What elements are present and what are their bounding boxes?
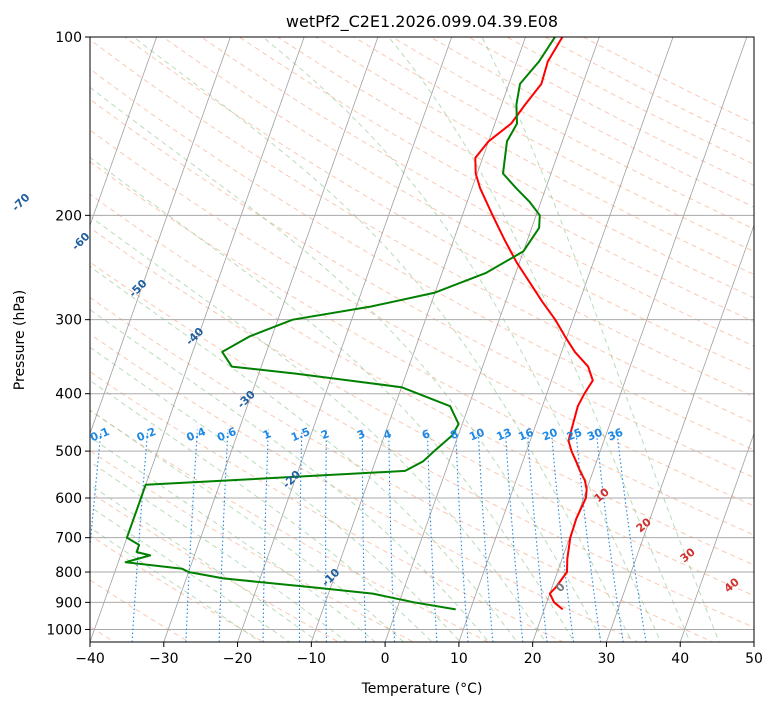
mixing-ratio-line [325, 429, 328, 642]
dry-adiabat [200, 37, 754, 347]
mixing-ratio-line [526, 429, 548, 642]
mixing-ratio-line [185, 429, 198, 642]
y-tick-label: 100 [55, 30, 82, 46]
profile-series [124, 37, 594, 611]
mixing-ratio-label: 8 [448, 427, 460, 442]
x-tick-label: −30 [149, 651, 179, 667]
dry-adiabat [90, 333, 640, 642]
x-tick-label: −20 [223, 651, 253, 667]
mixing-ratio-label: 10 [467, 426, 486, 444]
moist-adiabat [90, 505, 291, 642]
dry-adiabat [90, 98, 754, 479]
isotherm [384, 37, 600, 642]
mixing-ratio-label: 2 [319, 427, 331, 442]
dry-adiabat [90, 161, 754, 536]
y-tick-label: 400 [55, 387, 82, 403]
dry-adiabat [277, 37, 754, 299]
dewpoint-line [124, 37, 556, 611]
dry-adiabat [90, 296, 714, 642]
x-axis: −40 −30 −20 −10 0 10 20 30 40 50 [75, 642, 763, 667]
isotherm [90, 37, 231, 435]
isotherm [0, 37, 9, 654]
plot-frame [89, 36, 755, 643]
mixing-ratio-line [477, 429, 494, 642]
isotherm-label: -70 [9, 191, 32, 214]
isotherm [90, 37, 157, 227]
moist-adiabat [481, 37, 720, 642]
isotherm-label: -60 [69, 230, 92, 253]
x-tick-label: 10 [450, 651, 468, 667]
y-axis: 100 200 300 400 500 600 700 800 900 1000 [46, 30, 90, 638]
mixing-ratio-line [218, 429, 229, 642]
isotherm [679, 432, 754, 642]
x-axis-label: Temperature (°C) [361, 681, 483, 697]
x-tick-label: −10 [297, 651, 327, 667]
isotherm [532, 37, 748, 642]
isotherm [90, 37, 305, 642]
y-axis-label: Pressure (hPa) [12, 290, 28, 390]
y-tick-label: 300 [55, 313, 82, 329]
mixing-ratio-line [550, 429, 575, 642]
mixing-ratio-line [616, 429, 647, 642]
mixing-ratio-line [388, 429, 396, 642]
isotherm [237, 37, 453, 642]
dry-adiabat [90, 39, 754, 424]
mixing-ratio-label: 20 [540, 426, 559, 444]
isotherm [163, 37, 379, 642]
moist-adiabat [90, 346, 461, 642]
mixing-ratio-line [131, 429, 149, 642]
y-tick-label: 900 [55, 595, 82, 611]
x-tick-label: 30 [598, 651, 616, 667]
y-tick-label: 200 [55, 208, 82, 224]
moist-adiabat [90, 156, 575, 642]
mixing-ratio-label: 16 [516, 426, 535, 444]
mixing-ratio-line [595, 429, 624, 642]
mixing-ratio-line [298, 429, 303, 642]
mixing-ratio-line [426, 429, 438, 642]
x-tick-label: −40 [75, 651, 105, 667]
mixing-ratio-line [455, 429, 469, 642]
moist-adiabat [90, 526, 262, 642]
mixing-ratio-label: 1 [261, 427, 273, 442]
mixing-ratio-label: 13 [494, 426, 513, 444]
x-tick-label: 40 [671, 651, 689, 667]
chart-title: wetPf2_C2E1.2026.099.04.39.E08 [286, 12, 558, 32]
mixing-ratio-label: 30 [585, 426, 604, 444]
x-tick-label: 20 [524, 651, 542, 667]
isotherm [606, 223, 754, 642]
y-tick-label: 500 [55, 444, 82, 460]
mixing-ratio-line [361, 429, 367, 642]
y-tick-label: 700 [55, 531, 82, 547]
mixing-ratio-line [575, 429, 602, 642]
mixing-ratio-line [262, 429, 269, 642]
dry-adiabat [90, 579, 190, 642]
y-tick-label: 800 [55, 565, 82, 581]
plot-background [90, 37, 754, 642]
dry-adiabat [90, 534, 265, 642]
mixing-ratio-label: 3 [355, 427, 367, 442]
x-tick-label: 0 [381, 651, 390, 667]
mixing-ratio-label: 36 [606, 426, 625, 444]
temperature-line [474, 37, 594, 611]
x-tick-label: 50 [745, 651, 763, 667]
y-tick-label: 600 [55, 491, 82, 507]
y-tick-label: 1000 [46, 622, 82, 638]
mixing-ratio-line [504, 429, 524, 642]
mixing-ratio-label: 25 [565, 426, 584, 444]
moist-adiabat [388, 37, 691, 642]
isotherm [458, 37, 674, 642]
